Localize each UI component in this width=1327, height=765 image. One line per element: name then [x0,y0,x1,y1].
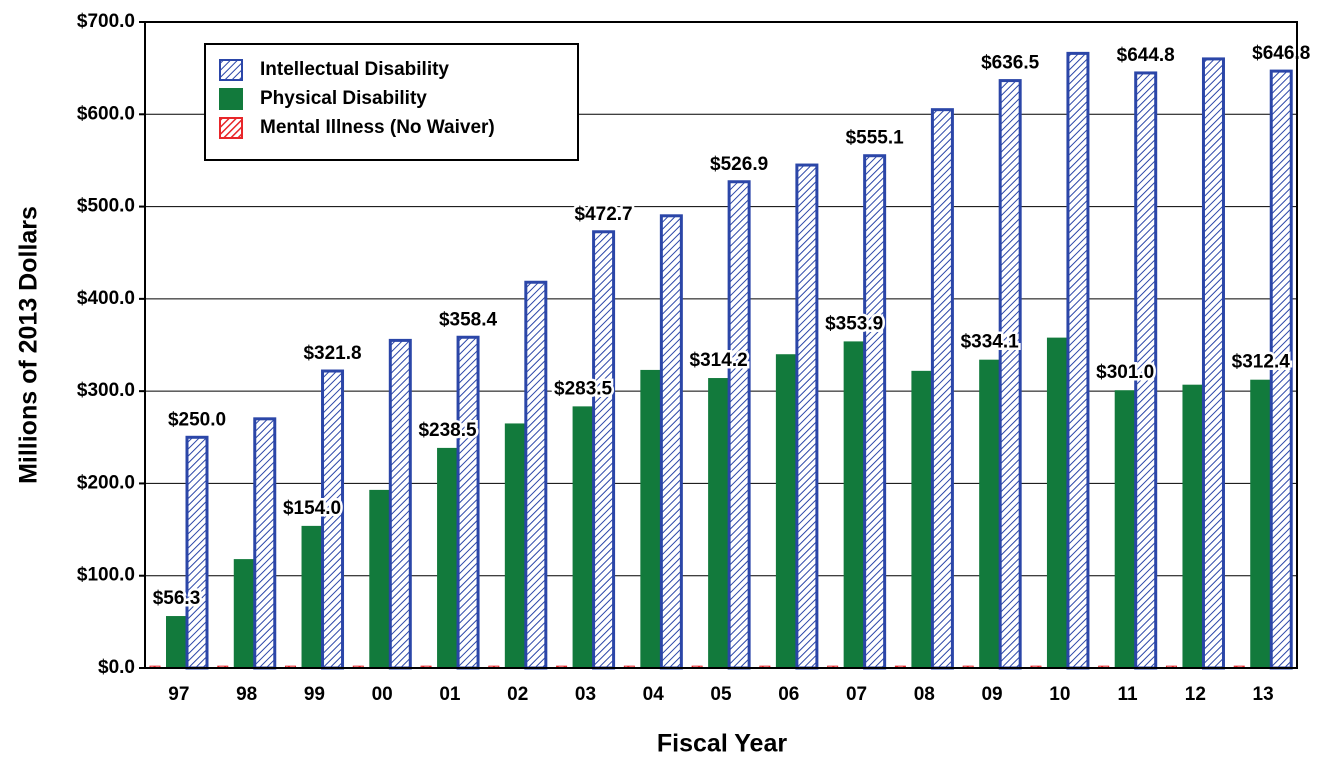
bar [640,369,662,668]
value-label: $526.9 [710,154,768,175]
x-tick-label: 01 [439,684,461,705]
value-label: $358.4 [439,309,498,330]
bar [1182,384,1204,668]
bar [185,435,209,670]
bar [979,359,1001,668]
bar [930,108,954,670]
bar [998,79,1022,670]
value-label: $334.1 [961,332,1020,353]
bar [659,214,683,670]
x-tick-label: 05 [710,684,732,705]
value-label: $154.0 [283,498,341,519]
bar [708,378,730,668]
x-tick-label: 97 [168,684,189,705]
x-axis-title: Fiscal Year [657,730,787,758]
y-tick-label: $100.0 [77,565,135,586]
x-tick-label: 09 [981,684,1002,705]
bar [1250,379,1272,668]
bar [863,154,887,670]
bar [321,369,345,670]
bar [911,370,933,668]
x-tick-label: 99 [304,684,325,705]
x-tick-label: 98 [236,684,257,705]
value-label: $555.1 [846,128,905,149]
y-axis-title: Millions of 2013 Dollars [15,206,43,484]
plot-frame [144,21,1298,669]
bar [1201,57,1225,670]
bar [1066,51,1090,670]
legend-swatch [219,59,243,81]
bar [795,163,819,670]
x-tick-label: 04 [643,684,665,705]
legend-label: Physical Disability [260,88,427,109]
x-tick-label: 13 [1253,684,1274,705]
bar [843,341,865,668]
legend-box [204,43,579,161]
bar [727,180,751,670]
bar [166,616,187,668]
value-label: $250.0 [168,409,226,430]
bar [1046,337,1068,668]
legend-swatch [219,88,243,110]
value-label: $314.2 [690,350,748,371]
y-tick-label: $500.0 [77,196,135,217]
value-label: $636.5 [981,53,1040,74]
bar [592,230,616,670]
legend-label: Mental Illness (No Waiver) [260,117,495,138]
legend: Intellectual Disability Physical Disabili… [204,43,579,161]
bar [437,447,459,668]
value-label: $312.4 [1232,352,1291,373]
bar [388,338,412,670]
y-tick-label: $300.0 [77,380,135,401]
value-label: $283.5 [554,378,613,399]
y-tick-label: $600.0 [77,103,135,124]
value-label: $644.8 [1117,45,1175,66]
x-tick-label: 02 [507,684,528,705]
x-tick-label: 06 [778,684,799,705]
legend-swatch [219,117,243,139]
bar [775,354,797,668]
bar [369,489,391,668]
value-label: $321.8 [303,343,361,364]
x-tick-label: 10 [1049,684,1070,705]
y-tick-label: $700.0 [77,11,135,32]
x-tick-label: 11 [1118,684,1139,705]
value-label: $56.3 [153,588,201,609]
y-tick-label: $0.0 [98,657,135,678]
y-tick-label: $200.0 [77,472,135,493]
x-tick-label: 07 [846,684,867,705]
x-tick-label: 03 [575,684,596,705]
x-tick-label: 00 [372,684,393,705]
bar [572,406,594,668]
bar [301,525,323,668]
x-tick-label: 12 [1185,684,1206,705]
y-tick-label: $400.0 [77,288,135,309]
value-label: $238.5 [418,420,477,441]
value-label: $301.0 [1096,362,1154,383]
bar [504,423,526,668]
bar [253,417,277,670]
bar [524,280,548,670]
x-tick-label: 08 [914,684,935,705]
bar [456,335,480,670]
value-label: $472.7 [575,204,633,225]
bar [1114,390,1136,668]
legend-label: Intellectual Disability [260,59,449,80]
bar [233,559,255,668]
value-label: $646.8 [1252,43,1310,64]
value-label: $353.9 [825,313,883,334]
